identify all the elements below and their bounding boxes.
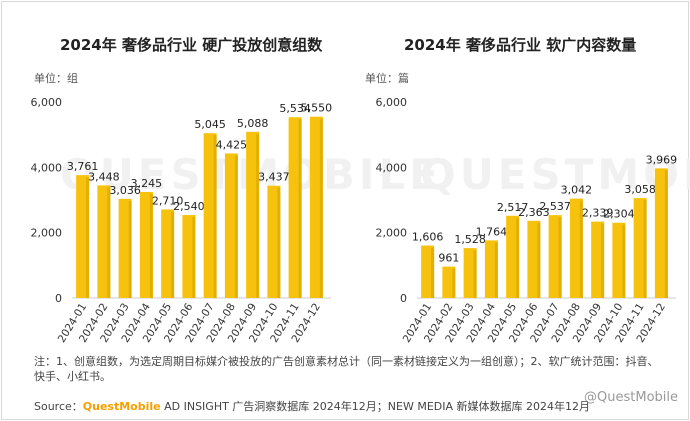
bar: [288, 117, 302, 298]
data-label: 2,339: [582, 207, 614, 220]
bar-chart-soft-content: 02,0004,0006,0001,6062024-019612024-021,…: [376, 96, 678, 345]
y-tick-label: 0: [400, 292, 407, 305]
bar-shade: [298, 119, 302, 298]
bar-shade: [473, 250, 477, 298]
bar: [267, 185, 281, 298]
chart-title-right: 2024年 奢侈品行业 软广内容数量: [404, 36, 637, 54]
source-detail: AD INSIGHT 广告洞察数据库 2024年12月；NEW MEDIA 新媒…: [160, 400, 591, 413]
data-label: 5,550: [301, 102, 333, 115]
bar: [442, 266, 456, 298]
data-label: 3,058: [624, 183, 656, 196]
data-label: 3,761: [67, 160, 99, 173]
bar-shade: [107, 187, 111, 298]
data-label: 961: [438, 252, 459, 265]
data-label: 2,710: [152, 194, 184, 207]
y-tick-label: 4,000: [376, 161, 408, 174]
data-label: 5,534: [279, 102, 311, 115]
data-label: 3,448: [88, 170, 120, 183]
bar: [139, 191, 153, 298]
y-tick-label: 6,000: [376, 96, 408, 109]
bar-shade: [149, 193, 153, 298]
bar: [591, 221, 605, 298]
bar-shade: [537, 222, 541, 298]
bar-shade: [431, 247, 435, 298]
bar: [527, 220, 541, 298]
bar: [76, 175, 90, 298]
unit-label-left: 单位：组: [34, 72, 78, 85]
bar: [182, 215, 196, 298]
bar-shade: [86, 177, 90, 298]
bar-shade: [579, 200, 583, 298]
y-tick-label: 2,000: [376, 227, 408, 240]
source-line: Source：QuestMobile AD INSIGHT 广告洞察数据库 20…: [34, 398, 590, 414]
y-tick-label: 0: [55, 292, 62, 305]
footnote: 注：1、创意组数，为选定周期目标媒介被投放的广告创意素材总计（同一素材链接定义为…: [34, 355, 659, 383]
source-brand: QuestMobile: [82, 400, 161, 413]
bar-shade: [664, 170, 668, 298]
bar: [548, 215, 562, 298]
bar: [421, 245, 435, 298]
bar-shade: [277, 187, 281, 298]
bar: [224, 153, 238, 298]
bar: [569, 198, 583, 298]
bar: [633, 198, 647, 298]
bar: [463, 248, 477, 298]
bar-shade: [256, 133, 260, 298]
y-tick-label: 4,000: [31, 161, 63, 174]
bar-shade: [558, 217, 562, 298]
watermark: @QuestMobile: [584, 390, 678, 405]
data-label: 2,304: [603, 208, 635, 221]
data-label: 5,045: [194, 118, 226, 131]
data-label: 1,528: [454, 233, 486, 246]
bar-shade: [319, 118, 323, 298]
bar-shade: [192, 217, 196, 298]
bar-shade: [213, 135, 217, 298]
background-logo-right: QUESTMOBILE: [420, 150, 690, 199]
bar: [246, 131, 260, 298]
chart-title-left: 2024年 奢侈品行业 硬广投放创意组数: [60, 36, 323, 54]
bar: [161, 209, 175, 298]
unit-label-right: 单位：篇: [365, 72, 409, 85]
bar: [118, 198, 132, 298]
y-tick-label: 2,000: [31, 227, 63, 240]
data-label: 1,764: [476, 225, 508, 238]
data-label: 4,425: [216, 138, 248, 151]
bar-shade: [171, 211, 175, 298]
bar: [506, 215, 520, 298]
bar-shade: [601, 223, 605, 298]
data-label: 3,245: [131, 177, 163, 190]
y-tick-label: 6,000: [31, 96, 63, 109]
data-label: 5,088: [237, 117, 269, 130]
bar: [654, 168, 668, 298]
data-label: 1,606: [412, 231, 444, 244]
data-label: 3,969: [646, 153, 678, 166]
bar-shade: [234, 155, 238, 298]
bar-shade: [452, 268, 456, 298]
data-label: 3,437: [258, 171, 290, 184]
data-label: 3,036: [109, 184, 141, 197]
bar: [203, 133, 217, 298]
bar: [309, 116, 323, 298]
data-label: 2,540: [173, 200, 205, 213]
bar-shade: [494, 242, 498, 298]
bar-chart-hard-ads: 02,0004,0006,0003,7612024-013,4482024-02…: [31, 96, 333, 345]
data-label: 2,537: [539, 200, 571, 213]
source-prefix: Source：: [34, 400, 83, 413]
bar-shade: [128, 200, 132, 298]
bar: [612, 222, 626, 298]
bar-shade: [643, 200, 647, 298]
bar: [97, 185, 111, 298]
bar-shade: [622, 224, 626, 298]
bar: [484, 240, 498, 298]
data-label: 2,363: [518, 206, 550, 219]
data-label: 2,517: [497, 201, 529, 214]
data-label: 3,042: [561, 184, 593, 197]
bar-shade: [516, 217, 520, 298]
